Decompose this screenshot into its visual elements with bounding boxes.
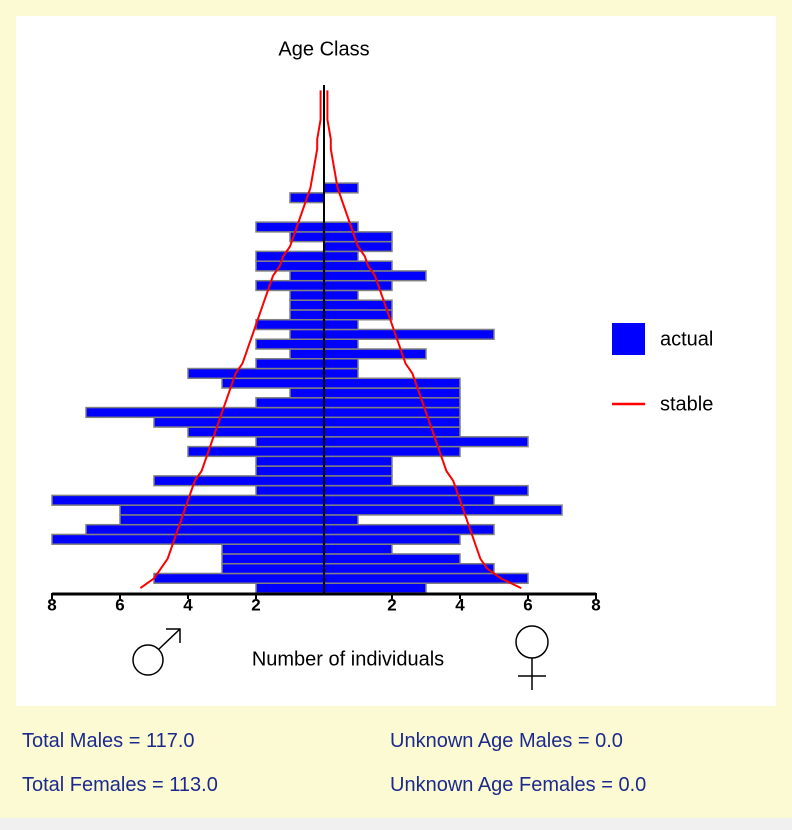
- bar: [255, 484, 325, 497]
- chart: Age Class Number of individuals 2 4 6 8 2 4 6 8…: [16, 16, 776, 706]
- bar: [187, 367, 325, 380]
- bar: [323, 504, 563, 516]
- stable-line: [139, 90, 322, 589]
- bar: [323, 465, 393, 477]
- bar: [323, 260, 393, 272]
- bar: [323, 562, 495, 575]
- bar: [323, 553, 461, 565]
- bar: [221, 377, 325, 389]
- bar: [323, 367, 359, 380]
- bar: [221, 553, 325, 565]
- bar: [255, 436, 325, 448]
- bar: [255, 358, 325, 370]
- bar: [255, 397, 325, 409]
- status-strip: [0, 818, 792, 830]
- bar: [323, 250, 359, 262]
- bar: [187, 426, 325, 438]
- chart-title: Age Class: [278, 38, 369, 60]
- bar: [323, 318, 359, 331]
- male-symbol: [132, 628, 181, 676]
- bar: [289, 289, 325, 301]
- bar: [85, 523, 325, 536]
- x-tick-label: 8: [591, 595, 600, 614]
- bar: [323, 426, 461, 438]
- bar: [323, 455, 393, 467]
- bar: [289, 299, 325, 311]
- bar: [323, 406, 461, 419]
- bar: [289, 348, 325, 360]
- bar: [289, 309, 325, 321]
- stable-line: [326, 90, 522, 590]
- bar: [119, 504, 325, 516]
- bar: [289, 328, 325, 340]
- bar: [323, 582, 427, 594]
- unknown-males: Unknown Age Males = 0.0: [390, 730, 623, 752]
- female-symbol: [515, 625, 549, 690]
- bar: [323, 328, 495, 340]
- x-tick-label: 4: [455, 595, 465, 614]
- bar: [255, 221, 325, 233]
- bar: [255, 260, 325, 272]
- legend-label: stable: [660, 393, 713, 415]
- bar: [323, 279, 393, 292]
- bar: [51, 533, 325, 545]
- x-axis-label: Number of individuals: [252, 648, 444, 670]
- bar: [255, 250, 325, 262]
- x-tick-label: 4: [183, 595, 193, 614]
- bar: [323, 416, 461, 428]
- bar: [323, 299, 393, 311]
- bar: [255, 455, 325, 467]
- bar: [323, 377, 461, 389]
- bar: [289, 270, 325, 282]
- bar: [323, 494, 495, 506]
- unknown-females: Unknown Age Females = 0.0: [390, 774, 647, 796]
- legend-label: actual: [660, 328, 713, 350]
- bar: [153, 416, 325, 428]
- bar: [323, 436, 529, 448]
- bar: [323, 387, 461, 399]
- bar: [119, 514, 325, 526]
- bar: [221, 562, 325, 575]
- bar: [323, 475, 393, 487]
- bar: [221, 543, 325, 555]
- bar: [153, 475, 325, 487]
- bar: [323, 484, 529, 497]
- bar: [255, 318, 325, 331]
- bar: [85, 406, 325, 419]
- bar: [255, 465, 325, 477]
- bar: [323, 182, 359, 194]
- total-males: Total Males = 117.0: [22, 730, 195, 752]
- bar: [323, 514, 359, 526]
- bar: [323, 348, 427, 360]
- x-tick-label: 6: [115, 595, 124, 614]
- x-tick-label: 8: [47, 595, 56, 614]
- bar: [255, 279, 325, 292]
- bar: [255, 338, 325, 350]
- x-tick-label: 6: [523, 595, 532, 614]
- bar: [153, 572, 325, 584]
- bar: [323, 338, 359, 350]
- bar: [255, 582, 325, 594]
- bar: [323, 358, 359, 370]
- total-females: Total Females = 113.0: [22, 774, 218, 796]
- bar: [323, 231, 393, 243]
- x-tick-label: 2: [387, 595, 396, 614]
- x-tick-label: 2: [251, 595, 260, 614]
- bar: [323, 289, 359, 301]
- bar: [323, 533, 461, 545]
- bar: [323, 543, 393, 555]
- bar: [323, 397, 461, 409]
- bar: [289, 387, 325, 399]
- legend-swatch: [612, 323, 645, 355]
- bar: [323, 309, 393, 321]
